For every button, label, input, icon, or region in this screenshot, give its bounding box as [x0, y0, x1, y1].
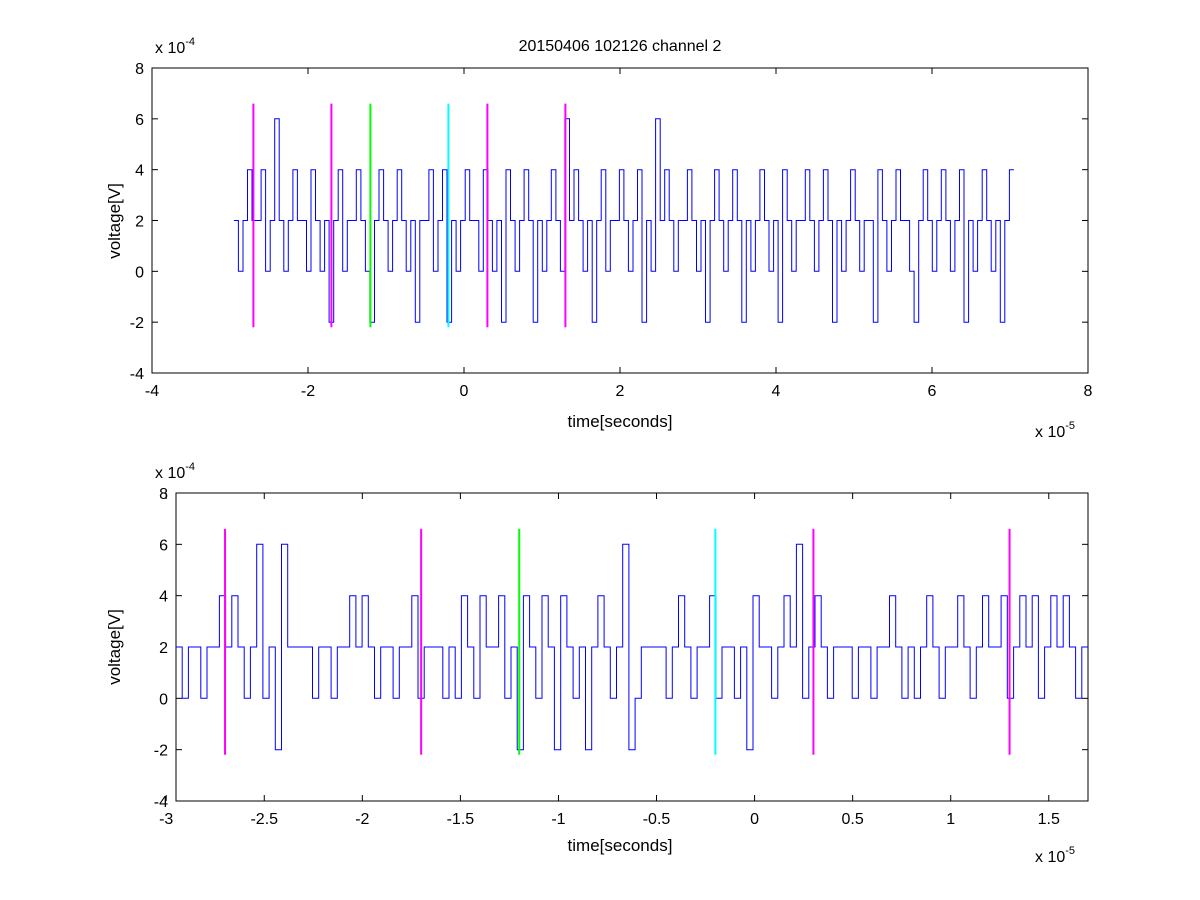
axes-top-ytick-label: 8: [135, 61, 144, 78]
axes-top-xtick-label: 8: [1084, 383, 1093, 400]
axes-bottom-x-multiplier: x 10-5: [1035, 845, 1075, 866]
axes-top-ticks: -4 -2 0 2 4 6 8 -4 -2 0 2 4 6 8: [130, 61, 1093, 400]
axes-bottom-xtick-label: -2.5: [250, 811, 278, 828]
axes-bottom-x-multiplier-exponent: -5: [1065, 845, 1075, 857]
axes-bottom-signal-series: [176, 543, 1088, 751]
axes-top-x-multiplier-exponent: -5: [1065, 420, 1075, 432]
axes-top-ytick-label: 6: [135, 112, 144, 129]
axes-top-y-multiplier-base: x 10: [155, 40, 185, 57]
axes-top-xtick-label: 0: [460, 383, 469, 400]
axes-bottom-ticks: -3 -2.5 -2 -1.5 -1 -0.5 0 0.5 1 1.5 -4 -2 0 2 4 6 8: [154, 486, 1088, 828]
axes-bottom-plot-area: [176, 528, 1088, 755]
axes-bottom-ytick-label: -2: [154, 743, 168, 760]
axes-top-x-multiplier: x 10-5: [1035, 420, 1075, 441]
axes-bottom-x-multiplier-base: x 10: [1035, 849, 1065, 866]
axes-bottom-xtick-label: 0.5: [842, 811, 864, 828]
axes-top-ylabel: voltage[V]: [105, 183, 124, 259]
axes-bottom-y-multiplier: x 10-4: [155, 461, 195, 482]
axes-top-ytick-label: 4: [135, 163, 144, 180]
axes-bottom-y-multiplier-base: x 10: [155, 465, 185, 482]
figure-title: 20150406 102126 channel 2: [519, 38, 722, 55]
axes-top-signal-series: [233, 118, 1014, 323]
axes-bottom-ylabel: voltage[V]: [105, 609, 124, 685]
axes-bottom-xtick-label: -1: [551, 811, 565, 828]
axes-top-xtick-label: -2: [301, 383, 315, 400]
axes-bottom-xtick-label: -1.5: [447, 811, 475, 828]
axes-top-ytick-label: 0: [135, 264, 144, 281]
axes-top-x-multiplier-base: x 10: [1035, 424, 1065, 441]
axes-top-ytick-label: 2: [135, 214, 144, 231]
axes-bottom-xtick-label: -0.5: [643, 811, 671, 828]
axes-top-ytick-label: -2: [130, 315, 144, 332]
axes-bottom-ytick-label: 0: [159, 691, 168, 708]
axes-bottom-ytick-label: -4: [154, 794, 168, 811]
axes-top-y-multiplier: x 10-4: [155, 36, 195, 57]
axes-bottom-xtick-label: -2: [355, 811, 369, 828]
axes-top-xtick-label: 6: [928, 383, 937, 400]
axes-top: -4 -2 0 2 4 6 8 -4 -2 0 2 4 6 8 time[seconds] voltage…: [105, 36, 1093, 441]
axes-bottom: -3 -2.5 -2 -1.5 -1 -0.5 0 0.5 1 1.5 -4 -2 0 2 4 6 8 time…: [105, 461, 1089, 866]
axes-top-plot-area: [233, 103, 1014, 328]
axes-bottom-xlabel: time[seconds]: [568, 836, 673, 855]
axes-bottom-y-multiplier-exponent: -4: [185, 461, 195, 473]
axes-top-y-multiplier-exponent: -4: [185, 36, 195, 48]
axes-top-xtick-label: -4: [145, 383, 159, 400]
axes-bottom-ytick-label: 8: [159, 486, 168, 503]
axes-top-xlabel: time[seconds]: [568, 412, 673, 431]
axes-bottom-xtick-label: 1.5: [1038, 811, 1060, 828]
axes-bottom-xtick-label: 1: [946, 811, 955, 828]
axes-bottom-xtick-label: 0: [750, 811, 759, 828]
axes-bottom-ytick-label: 6: [159, 537, 168, 554]
axes-bottom-ytick-label: 2: [159, 640, 168, 657]
axes-top-xtick-label: 2: [616, 383, 625, 400]
axes-top-xtick-label: 4: [772, 383, 781, 400]
axes-top-ytick-label: -4: [130, 366, 144, 383]
axes-bottom-xtick-label: -3: [159, 811, 173, 828]
axes-bottom-ytick-label: 4: [159, 589, 168, 606]
